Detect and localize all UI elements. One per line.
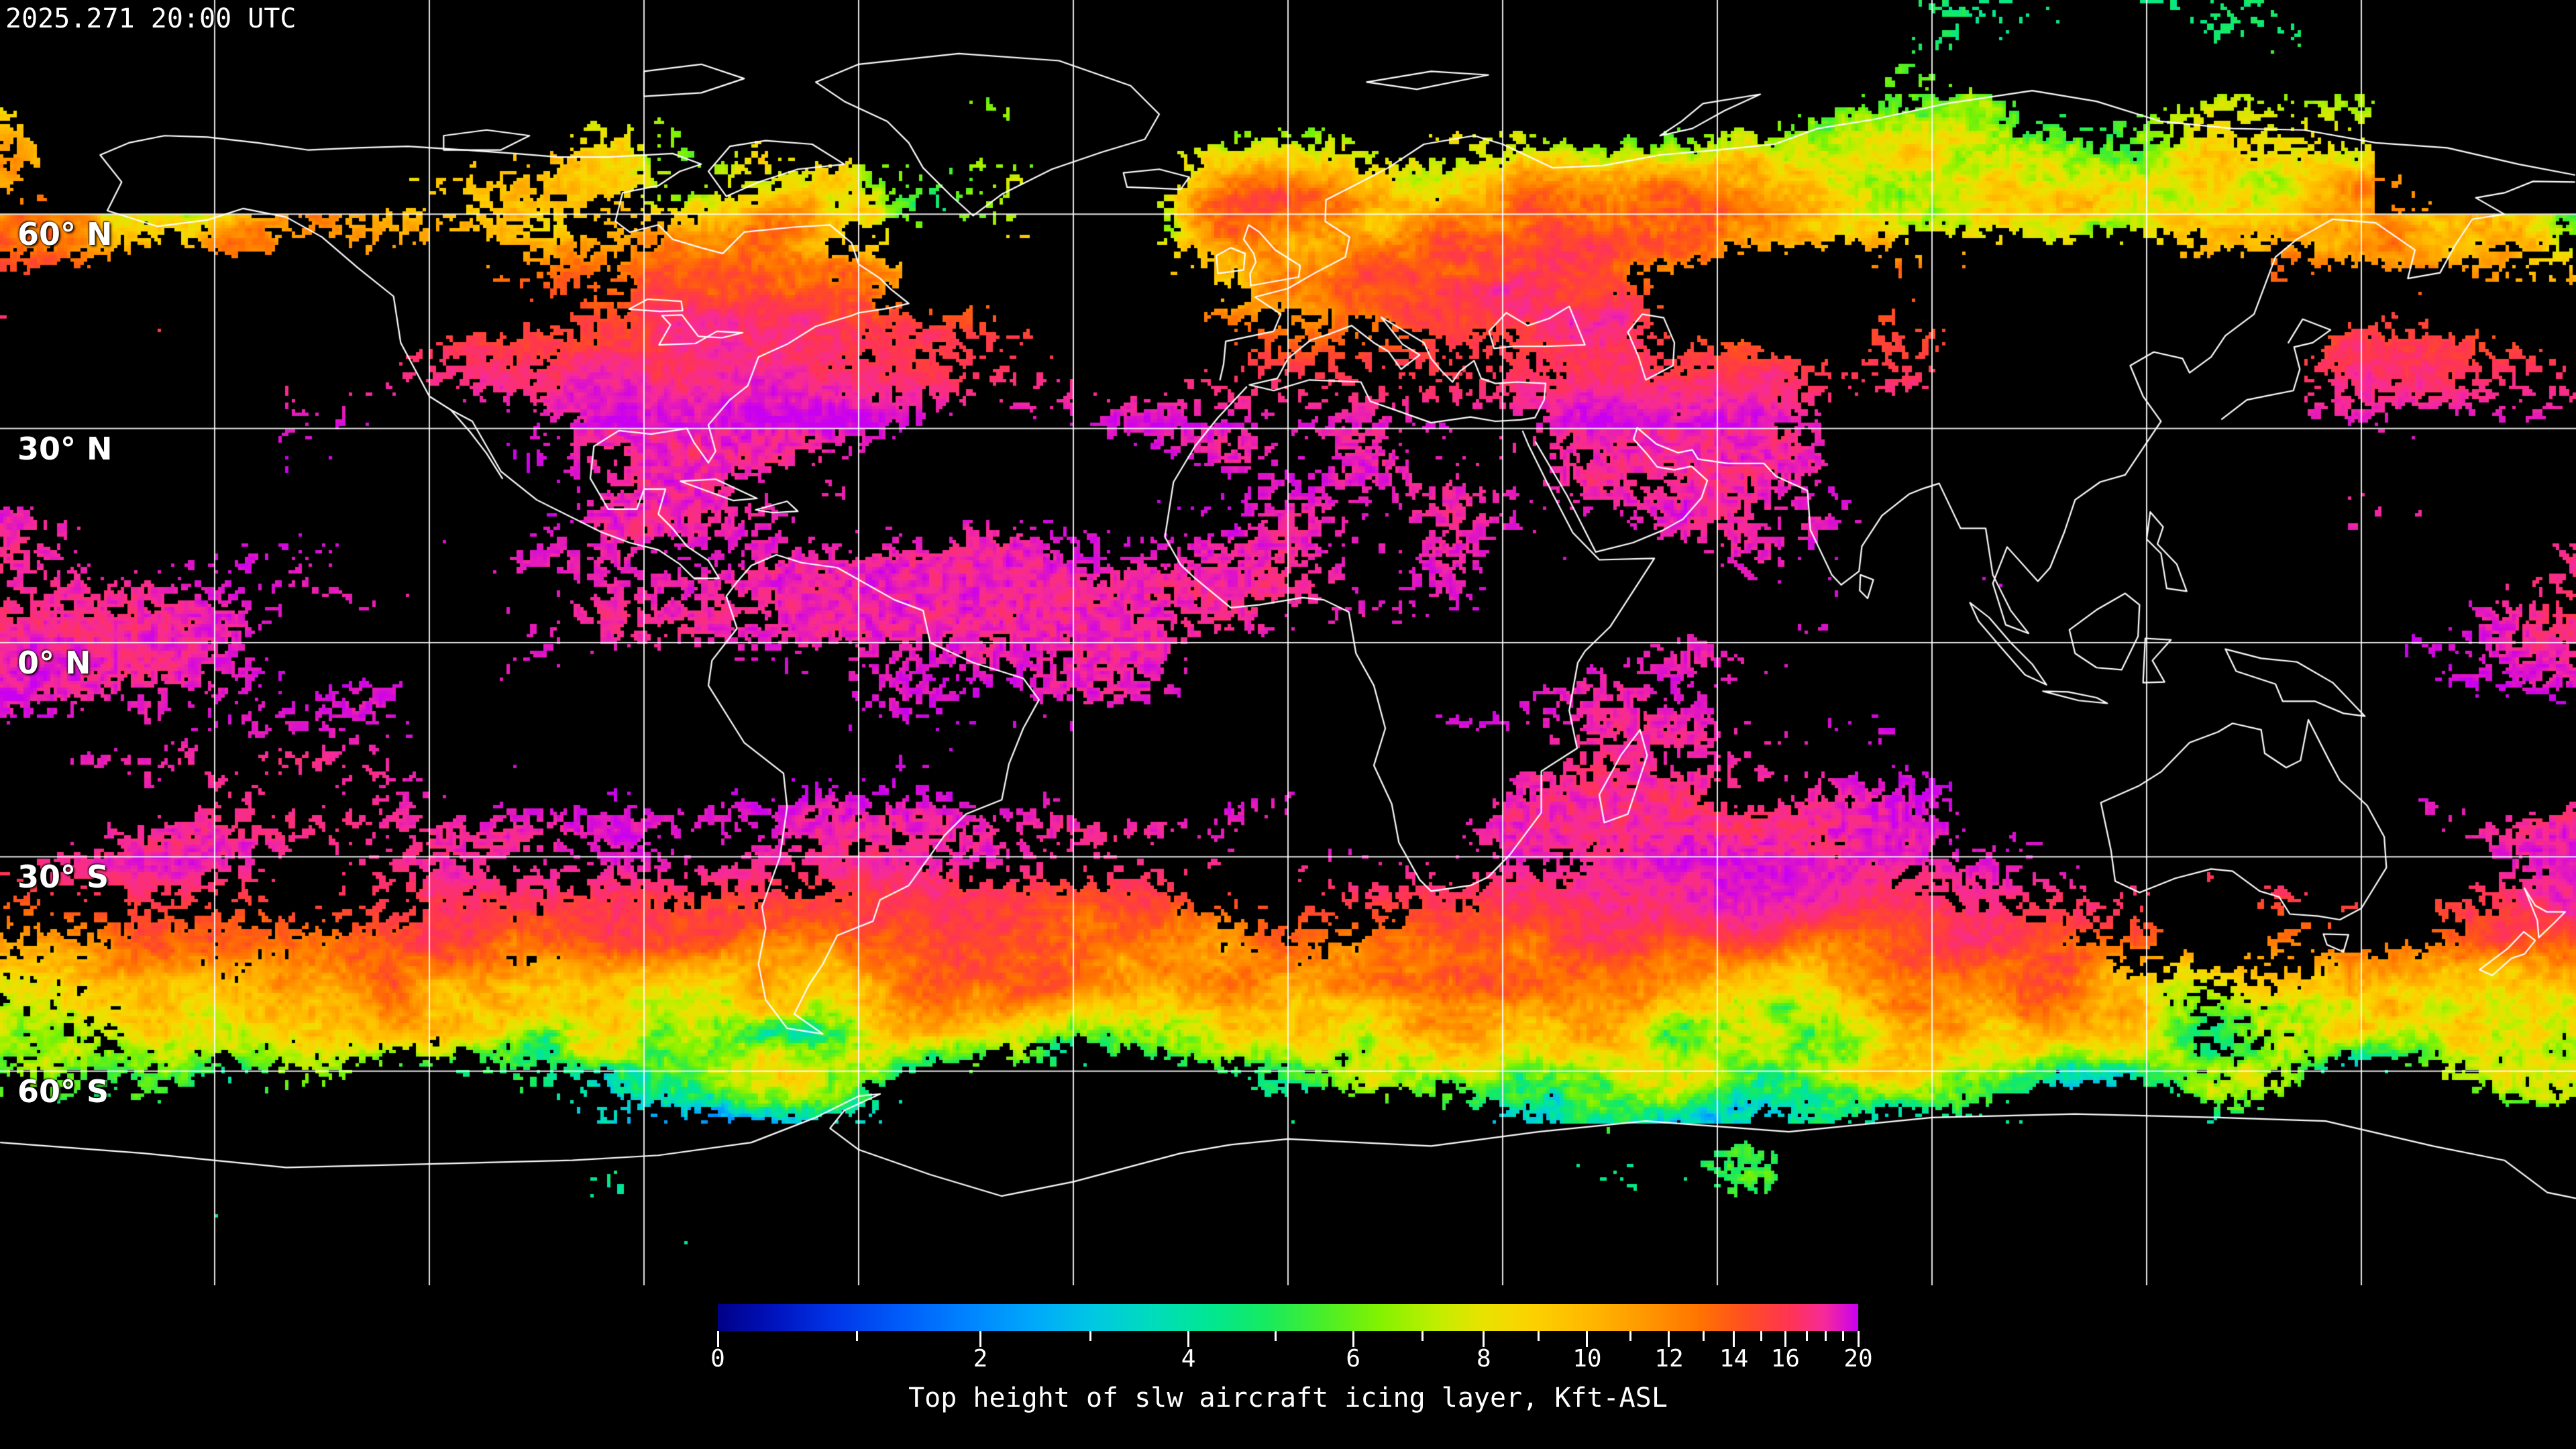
colorbar-tick-16: [1784, 1331, 1786, 1347]
colorbar-tick-label-12: 12: [1654, 1345, 1684, 1373]
colorbar-tick-17: [1805, 1331, 1808, 1341]
lat-label-30s: 30° S: [17, 859, 109, 896]
colorbar-tick-5: [1275, 1331, 1277, 1341]
colorbar-tick-10: [1586, 1331, 1589, 1347]
colorbar-tick-label-16: 16: [1770, 1345, 1800, 1373]
colorbar-tick-8: [1483, 1331, 1485, 1347]
timestamp-label: 2025.271 20:00 UTC: [5, 3, 297, 34]
colorbar-tick-13: [1702, 1331, 1705, 1341]
colorbar-tick-6: [1352, 1331, 1354, 1347]
colorbar-tick-20: [1857, 1331, 1860, 1347]
colorbar-tick-9: [1537, 1331, 1540, 1341]
colorbar-tick-label-10: 10: [1572, 1345, 1602, 1373]
colorbar-tick-14: [1733, 1331, 1735, 1347]
lat-label-60n: 60° N: [17, 216, 113, 253]
colorbar-tick-label-4: 4: [1181, 1345, 1196, 1373]
colorbar-tick-4: [1187, 1331, 1190, 1347]
colorbar-tick-11: [1629, 1331, 1631, 1341]
colorbar-gradient: [718, 1304, 1858, 1331]
colorbar-tick-1: [855, 1331, 858, 1341]
global-icing-map-canvas: [0, 0, 2576, 1285]
lat-label-0n: 0° N: [17, 645, 91, 681]
colorbar-tick-19: [1841, 1331, 1844, 1341]
colorbar-tick-label-14: 14: [1719, 1345, 1749, 1373]
colorbar-tick-label-8: 8: [1476, 1345, 1491, 1373]
colorbar-tick-18: [1825, 1331, 1827, 1341]
colorbar-tick-label-2: 2: [973, 1345, 988, 1373]
colorbar-tick-15: [1760, 1331, 1762, 1341]
lat-label-60s: 60° S: [17, 1073, 109, 1110]
colorbar-tick-label-6: 6: [1346, 1345, 1361, 1373]
colorbar-title: Top height of slw aircraft icing layer, …: [908, 1383, 1668, 1413]
colorbar-tick-label-0: 0: [710, 1345, 725, 1373]
colorbar-tick-0: [716, 1331, 719, 1347]
colorbar-tick-label-20: 20: [1843, 1345, 1873, 1373]
colorbar-tick-12: [1668, 1331, 1670, 1347]
colorbar-tick-7: [1421, 1331, 1424, 1341]
colorbar-tick-3: [1089, 1331, 1092, 1341]
colorbar-tick-2: [979, 1331, 981, 1347]
lat-label-30n: 30° N: [17, 430, 113, 467]
